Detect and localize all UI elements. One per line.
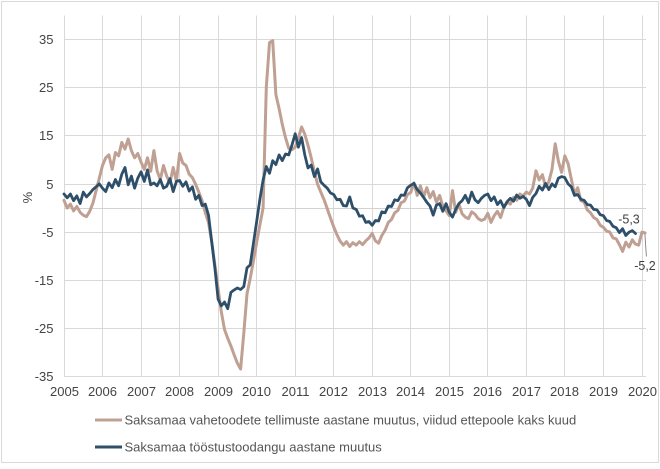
svg-text:2009: 2009	[204, 384, 233, 399]
svg-text:2020: 2020	[628, 384, 657, 399]
svg-text:2010: 2010	[242, 384, 271, 399]
svg-text:-15: -15	[35, 273, 54, 288]
svg-text:35: 35	[39, 32, 53, 47]
svg-text:2012: 2012	[319, 384, 348, 399]
svg-text:2008: 2008	[165, 384, 194, 399]
svg-text:-5,3: -5,3	[618, 212, 640, 226]
svg-text:-25: -25	[35, 321, 54, 336]
svg-text:Saksamaa vahetoodete tellimust: Saksamaa vahetoodete tellimuste aastane …	[125, 413, 577, 428]
svg-text:%: %	[20, 191, 35, 203]
svg-text:-5,2: -5,2	[634, 259, 656, 273]
svg-text:2017: 2017	[512, 384, 541, 399]
svg-text:2016: 2016	[473, 384, 502, 399]
svg-text:2007: 2007	[127, 384, 156, 399]
svg-text:2011: 2011	[282, 384, 310, 399]
svg-text:-5: -5	[42, 225, 54, 240]
svg-text:2019: 2019	[589, 384, 618, 399]
svg-text:2013: 2013	[358, 384, 387, 399]
svg-text:25: 25	[39, 80, 53, 95]
svg-text:15: 15	[39, 128, 53, 143]
svg-text:Saksamaa tööstustoodangu aasta: Saksamaa tööstustoodangu aastane muutus	[125, 440, 383, 455]
svg-text:2015: 2015	[435, 384, 464, 399]
svg-text:2006: 2006	[88, 384, 117, 399]
svg-text:2018: 2018	[550, 384, 579, 399]
svg-text:5: 5	[46, 177, 53, 192]
svg-text:2014: 2014	[396, 384, 425, 399]
svg-text:-35: -35	[35, 369, 54, 384]
svg-text:2005: 2005	[50, 384, 79, 399]
